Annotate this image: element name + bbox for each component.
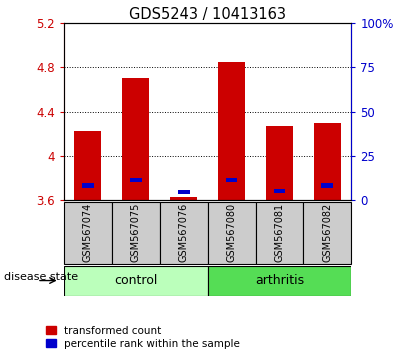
Bar	[74, 131, 101, 200]
Bar	[218, 62, 245, 200]
Text: control: control	[114, 274, 157, 287]
Bar	[159, 202, 208, 264]
Bar	[122, 78, 149, 200]
Bar	[314, 122, 341, 200]
Bar	[321, 183, 333, 188]
Bar	[274, 189, 285, 193]
Text: GSM567082: GSM567082	[323, 203, 332, 262]
Bar	[112, 202, 159, 264]
Bar	[82, 183, 94, 188]
Bar	[208, 266, 351, 296]
Title: GDS5243 / 10413163: GDS5243 / 10413163	[129, 7, 286, 22]
Bar	[303, 202, 351, 264]
Text: GSM567075: GSM567075	[131, 203, 141, 262]
Bar	[256, 202, 303, 264]
Text: disease state: disease state	[4, 272, 78, 282]
Bar	[266, 126, 293, 200]
Text: GSM567080: GSM567080	[226, 203, 236, 262]
Bar	[178, 190, 189, 194]
Bar	[64, 202, 112, 264]
Text: GSM567081: GSM567081	[275, 203, 284, 262]
Text: GSM567074: GSM567074	[83, 203, 92, 262]
Bar	[171, 197, 197, 200]
Bar	[130, 178, 141, 182]
Bar	[64, 266, 208, 296]
Legend: transformed count, percentile rank within the sample: transformed count, percentile rank withi…	[46, 326, 240, 349]
Bar	[208, 202, 256, 264]
Text: GSM567076: GSM567076	[179, 203, 189, 262]
Text: arthritis: arthritis	[255, 274, 304, 287]
Bar	[226, 178, 238, 182]
